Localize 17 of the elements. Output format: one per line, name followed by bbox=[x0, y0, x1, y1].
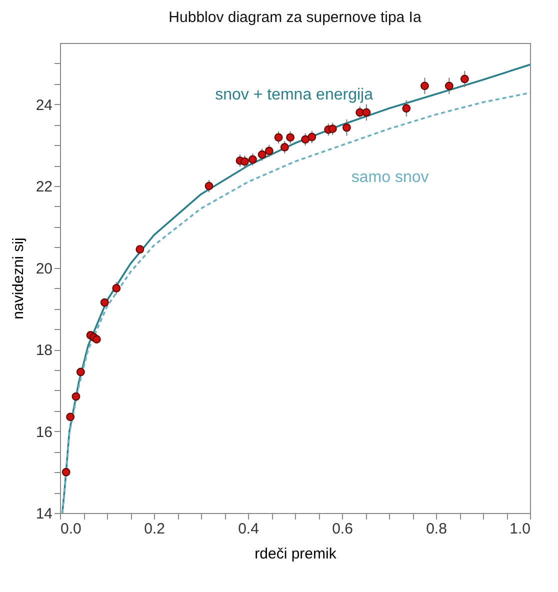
x-tick-label: 0.4 bbox=[238, 520, 259, 538]
x-axis-title: rdeči premik bbox=[254, 546, 337, 562]
y-tick-label: 22 bbox=[36, 178, 52, 196]
x-tick-label: 0.6 bbox=[332, 520, 353, 538]
series-label: samo snov bbox=[351, 168, 429, 186]
y-tick-label: 14 bbox=[36, 506, 52, 522]
x-tick-label: 1.0 bbox=[510, 520, 530, 538]
y-axis-title: navidezni sij bbox=[10, 238, 27, 320]
x-tick-label: 0.2 bbox=[144, 520, 165, 538]
y-tick-label: 20 bbox=[36, 260, 52, 278]
x-tick-label: 0.0 bbox=[60, 520, 82, 538]
y-tick-label: 18 bbox=[36, 342, 52, 360]
y-tick-label: 16 bbox=[36, 424, 52, 441]
y-tick-label: 24 bbox=[36, 96, 52, 114]
chart-title: Hubblov diagram za supernove tipa Ia bbox=[168, 9, 422, 26]
x-tick-label: 0.8 bbox=[426, 520, 447, 538]
series-label: snov + temna energija bbox=[215, 86, 374, 104]
